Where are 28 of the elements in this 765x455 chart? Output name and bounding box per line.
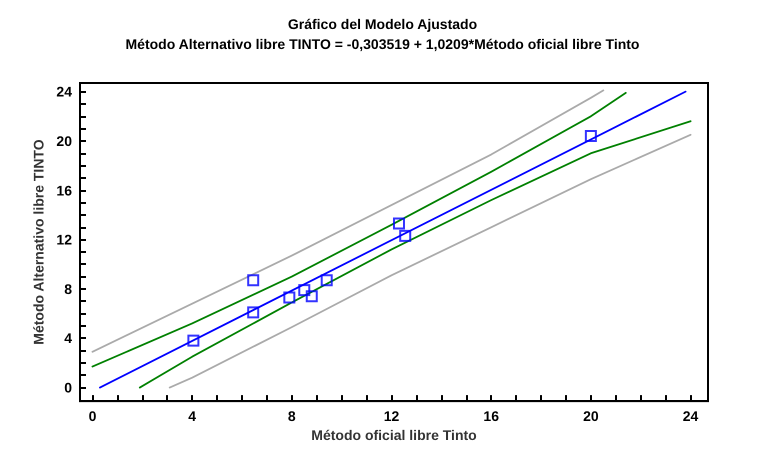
point	[247, 306, 260, 318]
point	[298, 284, 310, 296]
x-tick-label: 16	[483, 408, 500, 424]
y-tick-label: 20	[56, 132, 72, 149]
y-tick-label: 12	[56, 232, 72, 248]
point	[399, 230, 412, 242]
point	[247, 274, 260, 286]
point	[320, 274, 333, 286]
x-tick-label: 12	[384, 408, 400, 424]
x-tick-label: 8	[288, 408, 296, 424]
point	[283, 292, 296, 304]
y-tick-label: 8	[64, 280, 72, 297]
y-tick-label: 4	[64, 330, 72, 346]
x-tick-label: 20	[583, 408, 599, 424]
chart-title: Gráfico del Modelo Ajustado	[288, 16, 478, 32]
x-tick-label: 4	[188, 408, 196, 424]
point	[306, 290, 318, 302]
y-tick-label: 16	[56, 182, 72, 198]
x-tick-label: 0	[88, 408, 97, 424]
y-tick-label: 0	[64, 380, 72, 396]
point	[187, 334, 200, 347]
chart-subtitle: Método Alternativo libre TINTO = -0,303519 + 1,0209*Método oficial libre Tinto	[126, 36, 640, 52]
x-tick-label: 24	[682, 408, 699, 424]
y-axis-title: Método Alternativo libre TINTO	[30, 139, 47, 345]
point	[392, 218, 405, 230]
point	[584, 130, 597, 142]
x-axis-title: Método oficial libre Tinto	[311, 427, 477, 443]
y-tick-label: 24	[56, 84, 72, 100]
